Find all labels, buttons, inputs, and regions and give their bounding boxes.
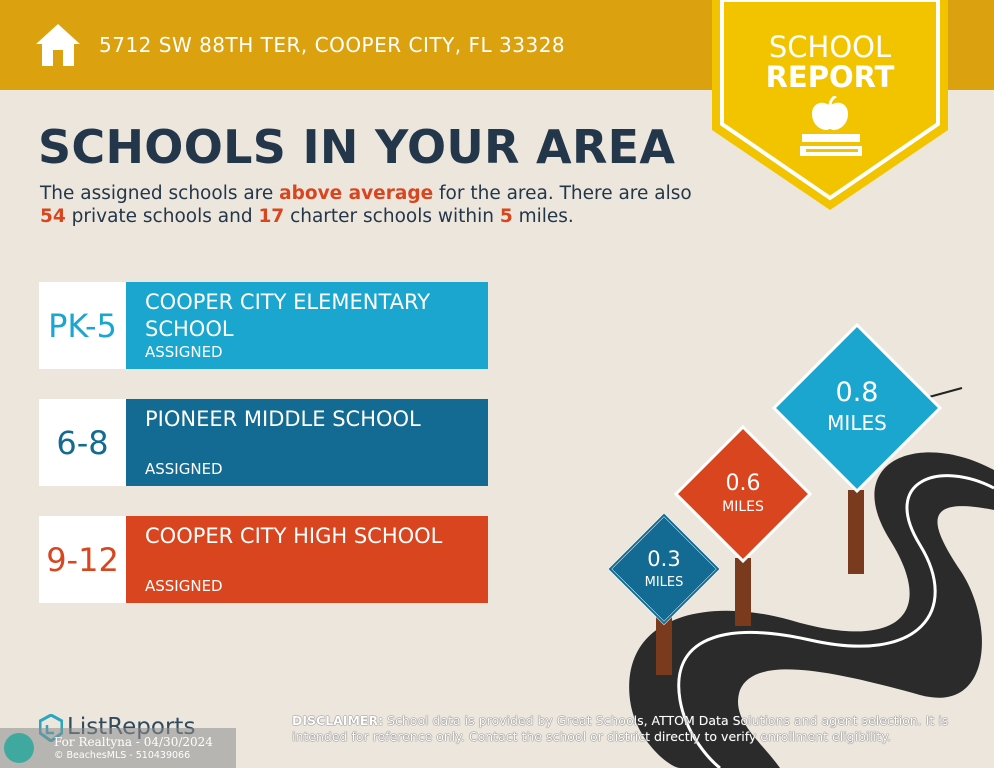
- intro-text: The assigned schools are above average f…: [40, 183, 692, 227]
- home-icon: [36, 24, 80, 66]
- school-info: COOPER CITY HIGH SCHOOL ASSIGNED: [126, 516, 488, 603]
- grade-range: 9-12: [39, 516, 126, 603]
- sign-unit: MILES: [645, 575, 684, 590]
- private-school-count: 54: [40, 206, 66, 227]
- school-info: COOPER CITY ELEMENTARY SCHOOL ASSIGNED: [126, 282, 488, 369]
- school-rating: above average: [279, 183, 434, 204]
- watermark-line-2: © BeachesMLS - 510439066: [54, 750, 191, 761]
- badge-line-2: REPORT: [765, 60, 895, 94]
- disclaimer: DISCLAIMER: School data is provided by G…: [292, 713, 972, 744]
- page-title: SCHOOLS IN YOUR AREA: [38, 120, 676, 174]
- disclaimer-text: School data is provided by Great Schools…: [292, 713, 949, 744]
- badge-line-1: SCHOOL: [768, 30, 892, 64]
- sign-value: 0.3: [647, 547, 680, 571]
- charter-school-count: 17: [258, 206, 285, 227]
- school-status: ASSIGNED: [145, 343, 223, 361]
- apple-on-book-icon: [800, 96, 862, 156]
- grade-range: PK-5: [39, 282, 126, 369]
- school-name: COOPER CITY ELEMENTARY SCHOOL: [145, 290, 431, 341]
- grade-range: 6-8: [39, 399, 126, 486]
- distance-sign-medium: 0.6 MILES: [673, 424, 813, 564]
- school-card-elementary: PK-5 COOPER CITY ELEMENTARY SCHOOL ASSIG…: [39, 282, 488, 369]
- property-address: 5712 SW 88TH TER, COOPER CITY, FL 33328: [99, 33, 566, 57]
- distance-sign-small: 0.3 MILES: [607, 512, 721, 626]
- school-report-badge: SCHOOL REPORT: [712, 0, 948, 210]
- school-card-high: 9-12 COOPER CITY HIGH SCHOOL ASSIGNED: [39, 516, 488, 603]
- watermark: For Realtyna - 04/30/2024 © BeachesMLS -…: [0, 728, 236, 768]
- search-radius: 5: [499, 206, 513, 227]
- school-card-middle: 6-8 PIONEER MIDDLE SCHOOL ASSIGNED: [39, 399, 488, 486]
- school-status: ASSIGNED: [145, 460, 223, 478]
- distance-sign-large: 0.8 MILES: [771, 322, 943, 494]
- road-illustration: 0.3 MILES 0.6 MILES 0.8 MILES: [607, 322, 994, 768]
- sign-unit: MILES: [827, 411, 887, 435]
- watermark-logo-icon: [4, 733, 34, 763]
- school-name: COOPER CITY HIGH SCHOOL: [145, 524, 443, 548]
- disclaimer-label: DISCLAIMER:: [292, 713, 384, 728]
- school-name: PIONEER MIDDLE SCHOOL: [145, 407, 421, 431]
- watermark-line-1: For Realtyna - 04/30/2024: [54, 735, 213, 749]
- school-status: ASSIGNED: [145, 577, 223, 595]
- sign-value: 0.8: [836, 377, 879, 408]
- sign-unit: MILES: [722, 499, 764, 515]
- school-info: PIONEER MIDDLE SCHOOL ASSIGNED: [126, 399, 488, 486]
- sign-value: 0.6: [726, 471, 761, 496]
